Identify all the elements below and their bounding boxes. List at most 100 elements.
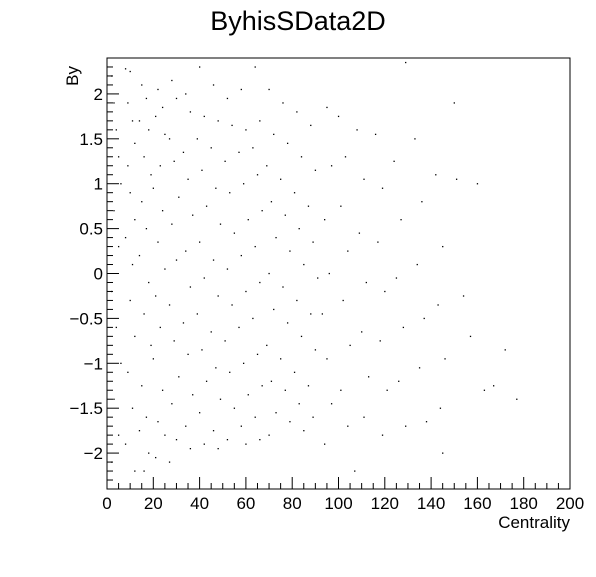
- data-point: [155, 295, 157, 297]
- data-point: [210, 147, 212, 149]
- data-point: [145, 228, 148, 230]
- data-point: [462, 295, 465, 297]
- x-tick-label: 200: [556, 494, 584, 513]
- data-point: [330, 403, 333, 405]
- data-point: [117, 156, 120, 158]
- data-point: [212, 84, 215, 86]
- data-point: [231, 304, 233, 306]
- data-point: [148, 281, 150, 284]
- data-point: [185, 425, 187, 427]
- data-point: [284, 389, 286, 391]
- data-point: [134, 219, 136, 221]
- data-point: [205, 380, 208, 382]
- data-point: [280, 178, 282, 180]
- data-point: [196, 313, 198, 315]
- data-point: [254, 66, 256, 68]
- data-point: [143, 156, 145, 158]
- data-point: [134, 142, 136, 145]
- data-point: [131, 120, 134, 122]
- data-point: [117, 434, 120, 436]
- data-point: [157, 241, 159, 243]
- data-point: [328, 272, 330, 275]
- data-point: [363, 178, 365, 180]
- data-point: [435, 174, 437, 176]
- data-point: [342, 299, 344, 302]
- data-point: [344, 156, 347, 158]
- data-point: [310, 124, 312, 127]
- data-point: [273, 308, 275, 311]
- data-point: [356, 129, 358, 131]
- y-tick-label: 0.5: [79, 220, 103, 239]
- data-point: [226, 268, 229, 270]
- data-point: [245, 443, 247, 445]
- data-point: [150, 174, 152, 176]
- data-point: [199, 66, 201, 68]
- data-point: [127, 102, 129, 104]
- data-point: [405, 61, 407, 64]
- y-tick-label: −0.5: [69, 309, 103, 328]
- data-point: [245, 129, 247, 131]
- data-point: [358, 232, 361, 234]
- data-point: [242, 183, 245, 185]
- data-point: [270, 380, 273, 382]
- data-point: [238, 326, 240, 329]
- data-point: [175, 259, 178, 261]
- y-tick-label: −1: [84, 354, 103, 373]
- data-point: [268, 434, 270, 436]
- data-point: [414, 138, 416, 140]
- data-point: [192, 394, 194, 396]
- data-point: [504, 349, 506, 351]
- data-point: [483, 389, 486, 391]
- data-point: [254, 416, 256, 418]
- data-point: [286, 142, 289, 145]
- data-point: [312, 416, 314, 418]
- data-point: [185, 93, 187, 95]
- data-point: [252, 317, 254, 320]
- data-point: [124, 443, 127, 445]
- data-point: [113, 210, 115, 212]
- data-point: [203, 115, 205, 118]
- data-point: [150, 344, 152, 347]
- data-point: [141, 385, 143, 387]
- data-point: [229, 192, 231, 194]
- data-point: [164, 133, 166, 136]
- data-point: [317, 277, 319, 279]
- data-point: [129, 70, 131, 73]
- data-point: [111, 461, 113, 463]
- x-tick-label: 120: [371, 494, 399, 513]
- data-point: [261, 385, 263, 387]
- data-point: [201, 169, 203, 171]
- y-axis-label: By: [63, 66, 82, 86]
- data-point: [173, 340, 175, 342]
- data-point: [282, 102, 284, 104]
- data-point: [259, 120, 261, 122]
- data-point: [259, 439, 261, 441]
- data-point: [282, 286, 284, 288]
- data-point: [113, 102, 115, 104]
- data-point: [280, 358, 282, 360]
- data-point: [326, 358, 328, 360]
- data-point: [138, 120, 141, 122]
- data-point: [171, 403, 173, 405]
- data-point: [455, 178, 458, 180]
- data-point: [148, 452, 150, 454]
- data-point: [307, 385, 310, 387]
- data-point: [381, 434, 384, 436]
- data-point: [425, 421, 428, 423]
- data-point: [120, 362, 122, 364]
- data-point: [347, 250, 349, 252]
- data-point: [187, 178, 189, 180]
- data-point: [303, 430, 305, 432]
- data-point: [201, 349, 203, 351]
- data-point: [164, 268, 166, 270]
- data-point: [367, 376, 370, 378]
- data-point: [199, 241, 201, 243]
- data-point: [143, 470, 145, 472]
- data-point: [349, 344, 351, 347]
- data-point: [314, 169, 317, 171]
- data-point: [374, 133, 377, 136]
- data-point: [516, 398, 518, 400]
- x-tick-label: 40: [190, 494, 209, 513]
- x-tick-label: 100: [324, 494, 352, 513]
- data-point: [219, 223, 222, 225]
